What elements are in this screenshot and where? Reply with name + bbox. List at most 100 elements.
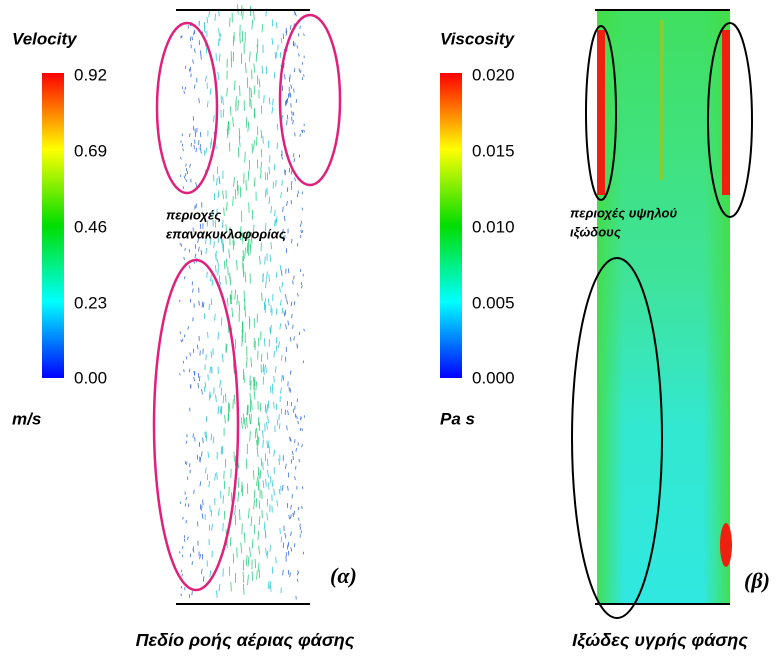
vector: [280, 270, 283, 276]
vector: [260, 105, 263, 114]
vector: [242, 250, 244, 261]
annotation: περιοχές: [166, 207, 221, 222]
vector: [265, 364, 267, 373]
vector: [290, 547, 293, 552]
vector: [191, 36, 193, 41]
vector: [249, 546, 251, 557]
vector: [269, 254, 272, 262]
colorbar: [42, 73, 64, 378]
vector: [210, 509, 213, 517]
vector: [299, 223, 302, 227]
vector: [210, 274, 212, 282]
panel-label: (β): [744, 568, 770, 593]
vector: [229, 536, 232, 547]
vector: [253, 140, 255, 150]
vector: [290, 504, 292, 510]
vector: [200, 249, 203, 256]
vector: [290, 170, 293, 175]
vector: [180, 339, 183, 343]
vector: [262, 480, 265, 489]
vector: [223, 207, 225, 216]
vector: [274, 219, 276, 227]
vector: [256, 570, 258, 580]
vector: [225, 224, 228, 234]
vector: [273, 401, 275, 409]
vector: [183, 334, 186, 338]
vector: [238, 301, 241, 312]
vector: [289, 572, 291, 578]
vector: [188, 368, 191, 373]
vector: [240, 542, 243, 554]
highlight-ellipse: [571, 257, 663, 619]
vector: [251, 538, 254, 549]
vector: [205, 147, 207, 154]
vector: [232, 240, 235, 251]
vector: [206, 271, 208, 278]
vector: [267, 440, 270, 448]
vector: [209, 391, 212, 399]
vector: [296, 398, 299, 403]
vector: [249, 414, 251, 425]
high-viscosity-spot: [720, 523, 732, 567]
caption: Ιξώδες υγρής φάσης: [572, 630, 748, 651]
vector: [233, 394, 236, 405]
vector: [234, 189, 237, 200]
vector: [185, 496, 188, 501]
vector: [270, 242, 272, 250]
vector: [264, 338, 266, 347]
vector: [250, 413, 252, 424]
vector: [262, 273, 264, 283]
vector: [219, 33, 221, 42]
vector: [282, 542, 285, 549]
vector: [274, 52, 277, 59]
vector: [260, 129, 263, 139]
vector: [286, 299, 288, 305]
vector: [275, 216, 278, 223]
vector: [280, 192, 282, 198]
vector: [189, 553, 192, 558]
vector: [262, 363, 264, 373]
annotation: επανακυκλοφορίας: [166, 226, 286, 241]
vector: [281, 354, 283, 361]
vector: [218, 508, 220, 516]
vector: [188, 68, 191, 73]
vector: [208, 524, 211, 531]
vector: [260, 457, 263, 467]
highlight-ellipse: [278, 13, 342, 187]
vector: [276, 123, 279, 131]
vector: [213, 115, 215, 123]
legend-tick: 0.015: [472, 141, 515, 160]
vector: [226, 201, 228, 211]
vector: [209, 88, 212, 95]
vector: [209, 570, 212, 578]
unit: m/s: [12, 409, 41, 428]
vector: [266, 271, 268, 280]
vector: [199, 457, 202, 463]
vector: [234, 80, 236, 91]
vector: [247, 170, 250, 181]
vector: [208, 480, 211, 488]
vector: [275, 337, 278, 344]
vector: [255, 52, 258, 62]
vector: [220, 446, 223, 455]
vector: [232, 196, 234, 206]
vector: [205, 238, 207, 245]
vector: [215, 265, 217, 273]
vector: [239, 32, 241, 44]
vector: [208, 10, 211, 18]
vector: [232, 399, 234, 409]
vector: [199, 554, 201, 560]
vector: [256, 440, 258, 450]
vector: [221, 219, 224, 229]
vector: [273, 376, 275, 383]
vector: [233, 235, 235, 246]
vector: [297, 571, 299, 576]
vector: [297, 506, 300, 511]
vector: [288, 514, 290, 520]
vector: [216, 590, 218, 598]
vector: [258, 500, 261, 510]
vector: [290, 301, 293, 307]
vector: [294, 476, 296, 481]
vector: [260, 353, 263, 363]
vector: [211, 523, 213, 531]
